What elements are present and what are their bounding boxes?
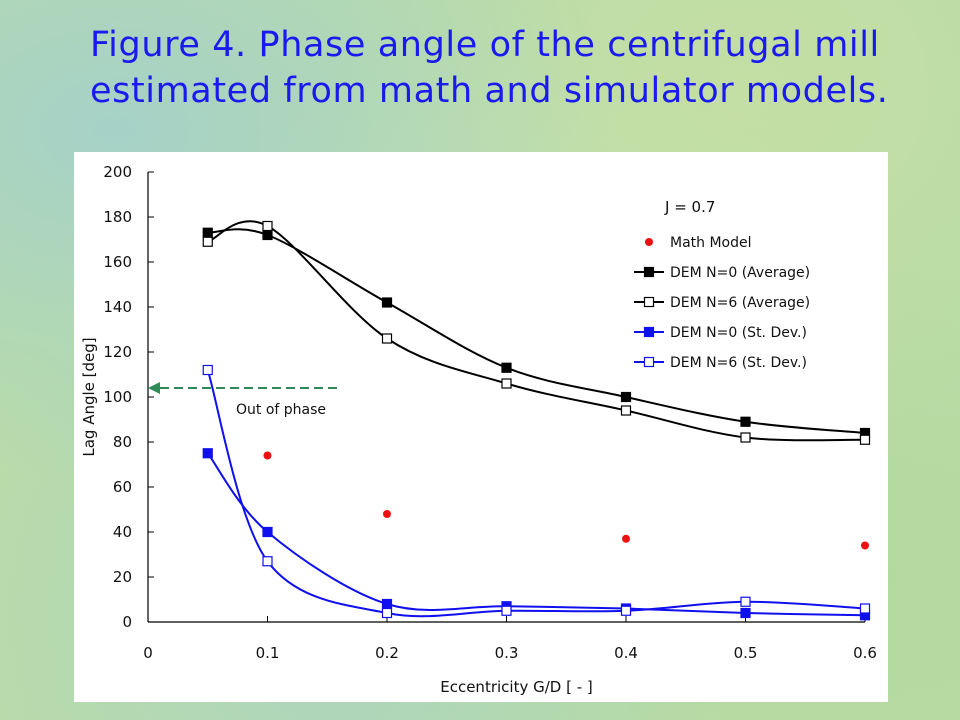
legend-marker [645,238,653,246]
y-tick-label: 20 [113,568,132,586]
legend-marker [643,266,655,278]
x-tick-label: 0.6 [853,644,877,662]
x-tick-label: 0.5 [734,644,758,662]
x-tick-label: 0.4 [614,644,638,662]
legend-label: DEM N=6 (St. Dev.) [670,355,807,371]
data-point [202,236,213,247]
data-point [383,510,391,518]
x-axis-title: Eccentricity G/D [ - ] [440,678,593,696]
data-point [501,605,512,616]
data-point [620,605,632,616]
data-point [740,596,751,607]
legend-entry-dem-n-6-st-dev: DEM N=6 (St. Dev.) [634,355,807,371]
data-point [381,297,393,308]
x-tick-label: 0.2 [375,644,399,662]
legend: J = 0.7 Math Model DEM N=0 (Average) DEM N=… [634,198,810,371]
series-dem-n-6-average [202,220,871,445]
data-point [859,603,871,614]
slide-title: Figure 4. Phase angle of the centrifugal… [90,22,930,114]
slide-title-line-1: Figure 4. Phase angle of the centrifugal… [90,25,880,65]
legend-label: Math Model [670,235,752,251]
data-point [381,598,393,610]
y-tick-label: 40 [113,523,132,541]
legend-entry-math-model: Math Model [645,235,752,251]
data-point [202,364,213,376]
y-tick-label: 180 [103,208,132,226]
data-point [740,607,751,619]
y-tick-label: 200 [103,163,132,181]
data-point [262,229,273,241]
legend-entry-dem-n-0-st-dev: DEM N=0 (St. Dev.) [634,325,807,341]
y-tick-label: 120 [103,343,132,361]
out-of-phase-arrow-head [148,382,160,394]
data-point [381,607,393,619]
slide-title-line-2: estimated from math and simulator models… [90,71,889,111]
data-point [202,227,213,238]
x-tick-label: 0.1 [256,644,280,662]
y-tick-label: 160 [103,253,132,271]
data-point [501,378,512,389]
data-point [740,432,751,443]
legend-entry-dem-n-6-average: DEM N=6 (Average) [634,295,810,311]
legend-label: DEM N=0 (St. Dev.) [670,325,807,341]
annotation-layer: Out of phase [148,382,339,418]
data-point [262,220,273,232]
x-tick-label: 0 [143,644,153,662]
data-point [622,534,630,543]
x-tick-label: 0.3 [495,644,519,662]
y-axis-title: Lag Angle [deg] [80,337,98,456]
out-of-phase-label: Out of phase [236,402,326,418]
data-point [263,451,272,460]
axes: 0 20 40 60 80 100 120 140 160 180 200 0 0.1 0.2 0.3 0.4… [80,163,877,696]
legend-marker [643,326,655,338]
series-layer [202,220,871,621]
data-point [501,362,512,373]
legend-label: DEM N=0 (Average) [670,265,810,281]
chart-panel: 0 20 40 60 80 100 120 140 160 180 200 0 0.1 0.2 0.3 0.4… [74,152,888,702]
series-math-model [263,451,869,550]
data-point [262,556,273,567]
data-point [620,405,632,416]
y-tick-label: 80 [113,433,132,451]
data-point [262,526,273,538]
series-dem-n-6-st-dev [202,364,871,619]
series-line-dem-n-0-st-dev [206,452,866,617]
legend-entry-dem-n-0-average: DEM N=0 (Average) [634,265,810,281]
legend-label: DEM N=6 (Average) [670,295,810,311]
data-point [861,541,869,550]
legend-marker [643,356,655,368]
series-dem-n-0-st-dev [202,448,871,621]
data-point [381,333,393,344]
y-tick-label: 100 [103,388,132,406]
data-point [202,448,213,459]
y-tick-label: 140 [103,298,132,316]
data-point [740,416,751,427]
data-point [620,391,632,403]
lag-angle-chart: 0 20 40 60 80 100 120 140 160 180 200 0 0.1 0.2 0.3 0.4… [80,163,877,696]
y-tick-label: 0 [122,613,132,631]
data-point [859,434,871,445]
y-tick-label: 60 [113,478,132,496]
legend-marker [643,296,655,308]
legend-parameter-label: J = 0.7 [664,198,715,216]
